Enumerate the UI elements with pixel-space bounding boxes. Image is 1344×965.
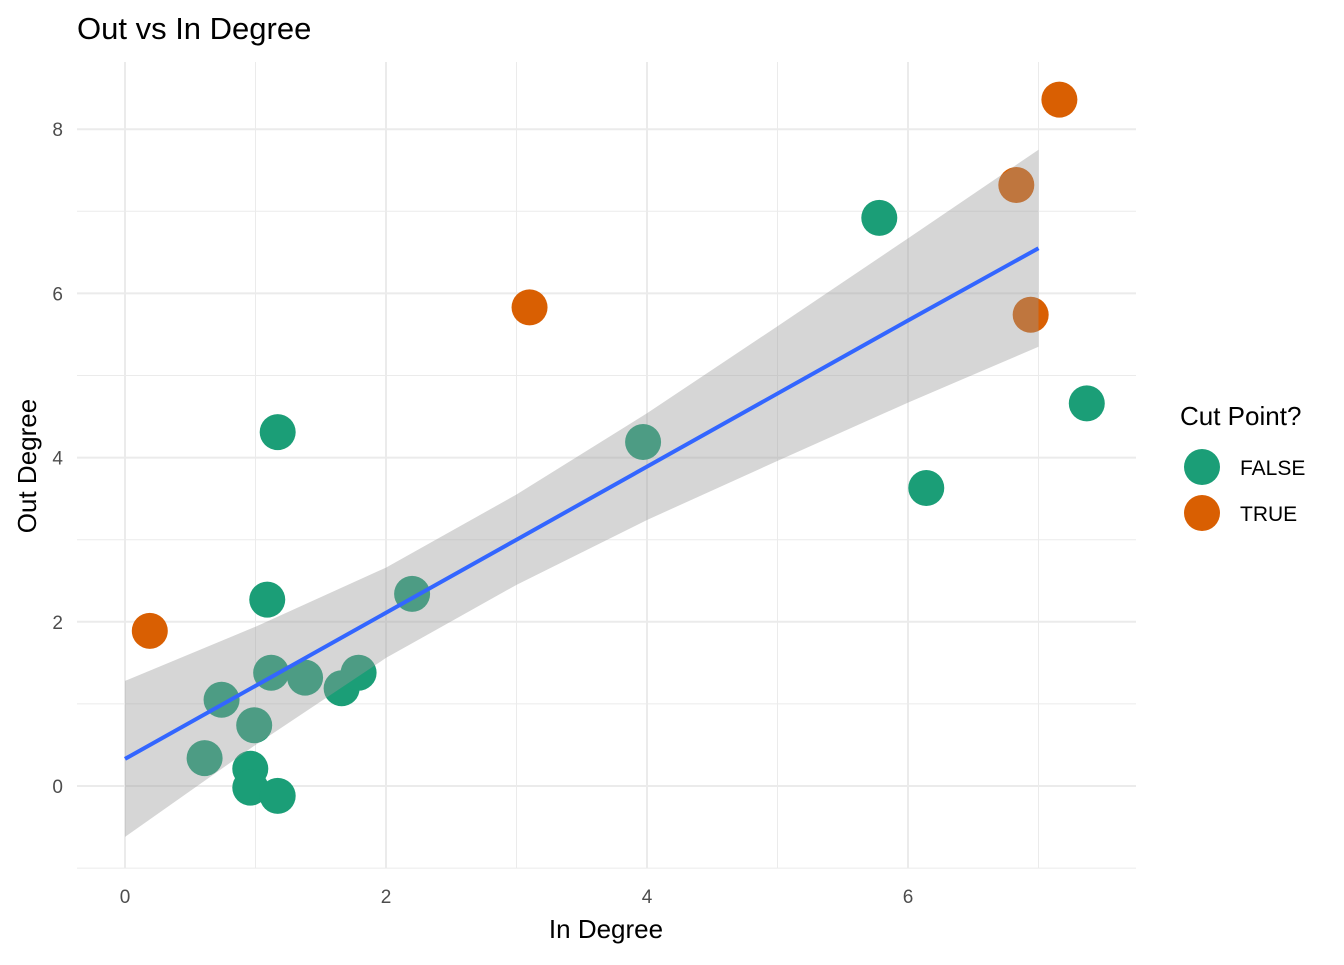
point-false [259,414,296,451]
point-true [998,167,1035,204]
x-tick-label: 4 [642,887,653,908]
fit [124,149,1040,837]
chart-title: Out vs In Degree [77,11,311,46]
legend-label-false: FALSE [1240,457,1305,480]
point-false [861,199,898,236]
legend: Cut Point? FALSE TRUE [1180,401,1305,531]
y-tick-label: 0 [52,777,63,798]
legend-key-true [1184,495,1220,531]
y-tick-label: 8 [52,120,63,141]
point-true [1041,81,1078,118]
y-tick-label: 4 [52,449,63,470]
point-true [511,289,548,326]
point-false [232,769,269,806]
y-axis-label: Out Degree [12,399,42,533]
x-axis-label: In Degree [549,914,663,944]
y-tick-label: 6 [52,284,63,305]
point-false [186,740,223,777]
point-true [1012,296,1049,333]
point-true [131,612,168,649]
point-false [340,654,377,691]
legend-title: Cut Point? [1180,401,1301,431]
point-false [287,659,324,696]
point-false [259,777,296,814]
point-false [236,707,273,744]
point-false [249,581,286,618]
points [131,81,1105,814]
point-false [908,469,945,506]
point-false [625,424,662,461]
point-false [1068,385,1105,422]
x-tick-label: 0 [120,887,131,908]
x-tick-label: 6 [903,887,914,908]
y-tick-label: 2 [52,613,63,634]
legend-key-false [1184,449,1220,485]
legend-label-true: TRUE [1240,503,1297,526]
x-tick-label: 2 [381,887,392,908]
confidence-band [125,149,1039,837]
regression-line [124,246,1040,761]
tick-labels: 0 2 4 6 0 2 4 6 8 [52,120,913,908]
